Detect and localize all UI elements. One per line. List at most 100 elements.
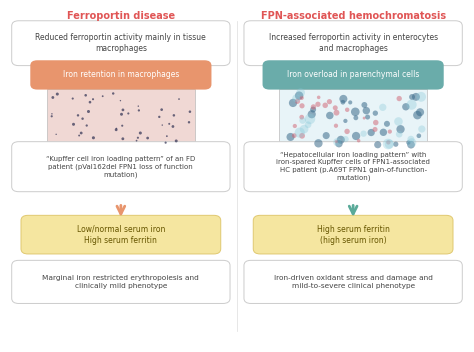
FancyBboxPatch shape (253, 215, 453, 254)
Point (332, 123, 340, 128)
Point (52, 132, 60, 137)
Point (135, 103, 142, 109)
FancyBboxPatch shape (244, 21, 462, 65)
Point (352, 133, 360, 139)
Point (335, 141, 343, 146)
Point (298, 95, 305, 101)
Text: High serum ferritin
(high serum iron): High serum ferritin (high serum iron) (317, 225, 390, 245)
Point (360, 115, 368, 121)
Point (296, 130, 303, 136)
Point (165, 121, 173, 127)
Point (173, 138, 180, 144)
Point (372, 110, 379, 116)
Point (137, 130, 144, 136)
Text: Low/normal serum iron
High serum ferritin: Low/normal serum iron High serum ferriti… (77, 225, 165, 245)
Point (144, 135, 151, 141)
Point (364, 114, 372, 120)
Point (306, 116, 314, 122)
Point (407, 142, 415, 147)
FancyBboxPatch shape (12, 260, 230, 303)
Point (315, 140, 322, 146)
Point (414, 112, 421, 118)
Point (125, 111, 132, 116)
Point (342, 136, 349, 142)
Point (163, 133, 171, 139)
Point (315, 95, 322, 100)
Point (118, 112, 125, 117)
FancyBboxPatch shape (244, 142, 462, 192)
Point (371, 127, 379, 132)
FancyBboxPatch shape (30, 60, 211, 90)
Point (367, 130, 375, 135)
Point (352, 115, 360, 121)
Point (48, 111, 56, 117)
Point (310, 107, 317, 112)
Point (135, 108, 143, 113)
FancyBboxPatch shape (244, 260, 462, 303)
Point (82, 93, 90, 98)
Point (162, 140, 169, 145)
Point (334, 139, 341, 145)
FancyBboxPatch shape (263, 60, 444, 90)
Point (405, 140, 412, 145)
Point (384, 139, 392, 145)
Point (133, 138, 140, 144)
Point (308, 112, 316, 117)
Text: Ferroportin disease: Ferroportin disease (67, 11, 175, 21)
Text: Iron overload in parenchymal cells: Iron overload in parenchymal cells (287, 70, 419, 80)
Text: FPN-associated hemochromatosis: FPN-associated hemochromatosis (261, 11, 446, 21)
Point (298, 114, 306, 120)
Point (112, 127, 120, 133)
Point (294, 99, 301, 104)
Point (109, 91, 117, 96)
Point (343, 107, 351, 113)
Point (75, 133, 83, 138)
Point (79, 116, 86, 121)
Point (89, 96, 97, 102)
Point (386, 141, 393, 147)
Point (415, 133, 423, 139)
Point (77, 130, 85, 136)
Point (49, 95, 56, 100)
Point (346, 100, 354, 105)
Point (326, 99, 333, 105)
Point (99, 93, 107, 99)
Text: “Kupffer cell iron loading pattern” of an FD
patient (pVal162del FPN1 loss of fu: “Kupffer cell iron loading pattern” of a… (46, 156, 195, 178)
Point (298, 103, 306, 109)
Point (408, 102, 415, 107)
Point (185, 119, 193, 125)
Point (304, 122, 312, 127)
Point (343, 128, 351, 134)
Point (352, 109, 359, 115)
Point (386, 129, 393, 134)
Point (291, 133, 298, 138)
Point (395, 119, 402, 124)
Point (337, 137, 345, 143)
Point (90, 135, 97, 140)
Bar (46, 89, 195, 149)
Point (117, 98, 124, 103)
Point (86, 99, 94, 105)
Point (321, 102, 329, 108)
Point (170, 113, 178, 118)
Point (155, 114, 163, 120)
Point (342, 118, 349, 124)
Point (118, 123, 126, 128)
Point (360, 131, 367, 137)
Point (372, 120, 380, 125)
Point (295, 93, 303, 99)
Text: Increased ferroportin activity in enterocytes
and macrophages: Increased ferroportin activity in entero… (269, 33, 438, 53)
Point (297, 90, 304, 95)
Point (383, 121, 391, 127)
Point (417, 94, 425, 100)
Point (402, 104, 410, 109)
Point (119, 136, 127, 142)
Text: Iron retention in macrophages: Iron retention in macrophages (63, 70, 179, 80)
Point (339, 99, 346, 105)
Point (158, 122, 166, 128)
Point (134, 135, 142, 140)
Point (314, 101, 322, 107)
Point (412, 94, 420, 100)
Point (339, 96, 347, 102)
Text: Iron-driven oxidant stress and damage and
mild-to-severe clinical phenotype: Iron-driven oxidant stress and damage an… (273, 275, 433, 289)
